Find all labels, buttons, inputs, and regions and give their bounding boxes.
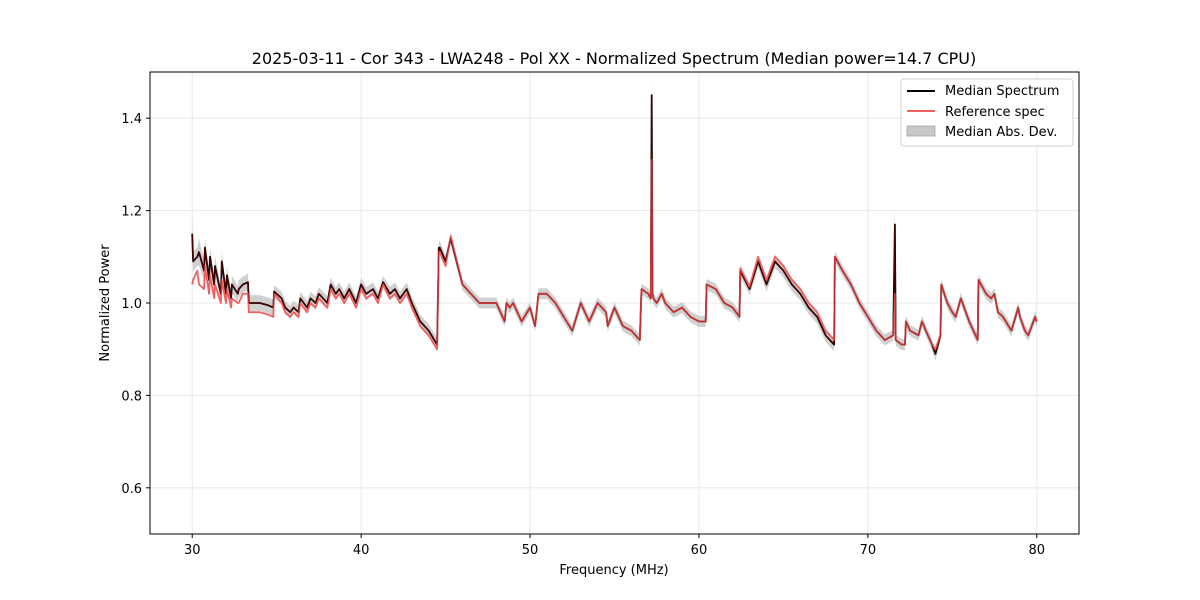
legend-median-label: Median Spectrum [945, 84, 1059, 99]
series-lines [191, 94, 1038, 355]
overlap-line [191, 94, 1038, 355]
x-tick-label: 40 [353, 543, 370, 558]
chart-title: 2025-03-11 - Cor 343 - LWA248 - Pol XX -… [252, 49, 976, 68]
y-axis-label: Normalized Power [98, 244, 113, 362]
legend-mad-swatch [906, 125, 936, 137]
x-axis-ticks: 30 40 50 60 70 80 [184, 534, 1045, 558]
legend-mad-label: Median Abs. Dev. [945, 125, 1057, 140]
y-tick-label: 0.8 [121, 389, 142, 404]
mad-band-area [192, 73, 1037, 361]
y-tick-label: 1.4 [121, 112, 142, 127]
x-tick-label: 80 [1028, 543, 1045, 558]
legend: Median Spectrum Reference spec Median Ab… [900, 78, 1074, 147]
x-axis-label: Frequency (MHz) [559, 563, 668, 578]
y-axis-ticks: 0.6 0.8 1.0 1.2 1.4 [121, 112, 150, 497]
x-tick-label: 50 [522, 543, 539, 558]
y-tick-label: 0.6 [121, 482, 142, 497]
y-tick-label: 1.2 [121, 205, 142, 220]
legend-box [900, 78, 1074, 147]
y-tick-label: 1.0 [121, 297, 142, 312]
median-abs-dev-band [192, 73, 1037, 361]
x-tick-label: 60 [691, 543, 708, 558]
x-tick-label: 30 [184, 543, 201, 558]
legend-reference-label: Reference spec [945, 105, 1045, 120]
x-tick-label: 70 [860, 543, 877, 558]
